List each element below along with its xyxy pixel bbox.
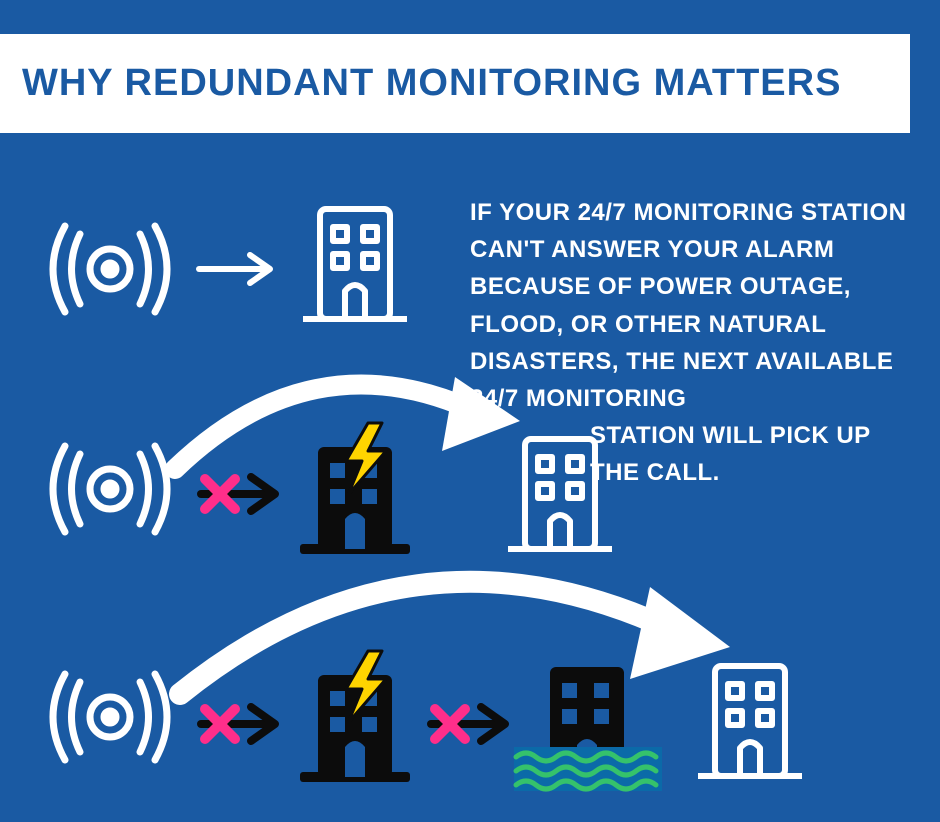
- building-icon: [295, 199, 415, 334]
- title-bar: WHY REDUNDANT MONITORING MATTERS: [0, 34, 910, 133]
- page-title: WHY REDUNDANT MONITORING MATTERS: [22, 62, 888, 105]
- alarm-icon: [35, 214, 185, 324]
- building-down-flood-icon: [510, 647, 665, 797]
- blocked-arrow-icon: [425, 699, 515, 749]
- alarm-icon: [35, 662, 185, 772]
- body-copy-main: IF YOUR 24/7 MONITORING STATION CAN'T AN…: [470, 199, 906, 412]
- blocked-arrow-icon: [195, 469, 285, 519]
- blocked-arrow-icon: [195, 699, 285, 749]
- building-icon: [690, 656, 810, 791]
- arrow-icon: [195, 249, 280, 289]
- alarm-icon: [35, 434, 185, 544]
- body-copy-indent: STATION WILL PICK UP THE CALL.: [590, 417, 920, 491]
- building-down-lightning-icon: [290, 647, 420, 792]
